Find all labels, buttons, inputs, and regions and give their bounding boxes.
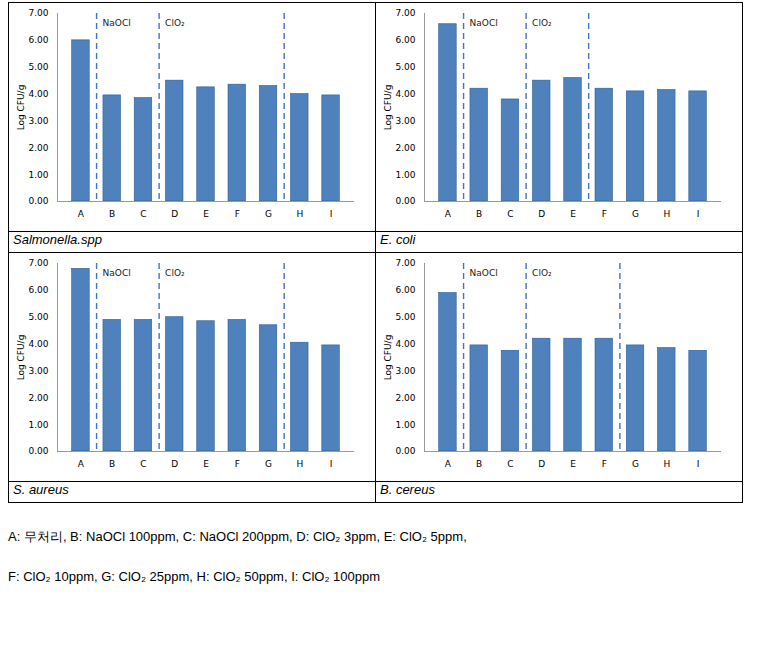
svg-text:1.00: 1.00	[395, 420, 415, 430]
html-text:S. aureus: S. aureus	[13, 482, 69, 497]
svg-text:E: E	[570, 459, 576, 469]
svg-text:ClO₂: ClO₂	[532, 268, 552, 278]
svg-text:6.00: 6.00	[28, 35, 48, 45]
svg-text:1.00: 1.00	[395, 170, 415, 180]
svg-text:0.00: 0.00	[28, 446, 48, 456]
svg-text:6.00: 6.00	[395, 35, 415, 45]
svg-text:NaOCl: NaOCl	[103, 268, 131, 278]
svg-text:5.00: 5.00	[395, 62, 415, 72]
svg-text:F: F	[235, 209, 240, 219]
svg-text:F: F	[235, 459, 240, 469]
svg-text:Log CFU/g: Log CFU/g	[383, 85, 393, 131]
svg-text:NaOCl: NaOCl	[470, 18, 498, 28]
svg-text:D: D	[171, 209, 178, 219]
svg-text:A: A	[78, 209, 85, 219]
svg-text:E: E	[203, 459, 209, 469]
svg-text:B: B	[476, 209, 482, 219]
svg-text:H: H	[296, 459, 303, 469]
svg-text:0.00: 0.00	[28, 196, 48, 206]
svg-text:E: E	[203, 209, 209, 219]
html-text:Salmonella.spp: Salmonella.spp	[13, 232, 102, 247]
svg-text:G: G	[632, 209, 639, 219]
svg-text:7.00: 7.00	[28, 258, 48, 268]
svg-text:G: G	[265, 209, 272, 219]
svg-text:I: I	[330, 459, 333, 469]
svg-text:D: D	[538, 459, 545, 469]
svg-text:Log CFU/g: Log CFU/g	[383, 335, 393, 381]
html-text:B. cereus: B. cereus	[380, 482, 435, 497]
svg-text:C: C	[140, 209, 146, 219]
svg-text:4.00: 4.00	[28, 89, 48, 99]
svg-text:ClO₂: ClO₂	[165, 268, 185, 278]
svg-text:4.00: 4.00	[28, 339, 48, 349]
svg-text:F: F	[602, 209, 607, 219]
html-text:E. coli: E. coli	[380, 232, 416, 247]
svg-text:2.00: 2.00	[395, 393, 415, 403]
svg-text:0.00: 0.00	[395, 196, 415, 206]
svg-text:G: G	[265, 459, 272, 469]
svg-text:B: B	[109, 459, 115, 469]
svg-text:A: A	[445, 209, 452, 219]
svg-text:1.00: 1.00	[28, 420, 48, 430]
svg-text:3.00: 3.00	[28, 116, 48, 126]
svg-text:I: I	[697, 209, 700, 219]
svg-text:7.00: 7.00	[395, 8, 415, 18]
svg-text:B: B	[476, 459, 482, 469]
svg-text:ClO₂: ClO₂	[165, 18, 185, 28]
svg-text:C: C	[507, 459, 513, 469]
svg-text:A: A	[445, 459, 452, 469]
svg-text:3.00: 3.00	[395, 366, 415, 376]
svg-text:ClO₂: ClO₂	[532, 18, 552, 28]
svg-text:3.00: 3.00	[28, 366, 48, 376]
svg-text:H: H	[663, 459, 670, 469]
svg-text:F: F	[602, 459, 607, 469]
svg-text:E: E	[570, 209, 576, 219]
svg-text:5.00: 5.00	[395, 312, 415, 322]
svg-text:2.00: 2.00	[28, 143, 48, 153]
svg-text:Log CFU/g: Log CFU/g	[16, 85, 26, 131]
svg-text:3.00: 3.00	[395, 116, 415, 126]
svg-text:NaOCl: NaOCl	[103, 18, 131, 28]
svg-text:C: C	[507, 209, 513, 219]
svg-text:A: A	[78, 459, 85, 469]
svg-text:I: I	[697, 459, 700, 469]
svg-text:6.00: 6.00	[395, 285, 415, 295]
svg-text:7.00: 7.00	[395, 258, 415, 268]
svg-text:6.00: 6.00	[28, 285, 48, 295]
svg-text:7.00: 7.00	[28, 8, 48, 18]
svg-text:B: B	[109, 209, 115, 219]
svg-text:NaOCl: NaOCl	[470, 268, 498, 278]
svg-text:5.00: 5.00	[28, 312, 48, 322]
svg-text:H: H	[296, 209, 303, 219]
svg-text:D: D	[171, 459, 178, 469]
html-text:A: 무처리, B: NaOCl 100ppm, C: Na: A: 무처리, B: NaOCl 100ppm, C: NaOCl 200ppm…	[8, 529, 467, 544]
svg-text:2.00: 2.00	[28, 393, 48, 403]
svg-text:4.00: 4.00	[395, 89, 415, 99]
svg-text:I: I	[330, 209, 333, 219]
svg-text:C: C	[140, 459, 146, 469]
svg-text:H: H	[663, 209, 670, 219]
svg-text:D: D	[538, 209, 545, 219]
svg-text:G: G	[632, 459, 639, 469]
svg-text:5.00: 5.00	[28, 62, 48, 72]
svg-text:0.00: 0.00	[395, 446, 415, 456]
html-text:F: ClO₂ 10ppm, G: ClO₂ 25ppm,: F: ClO₂ 10ppm, G: ClO₂ 25ppm, H: ClO₂ 50…	[8, 569, 380, 584]
svg-text:4.00: 4.00	[395, 339, 415, 349]
svg-text:2.00: 2.00	[395, 143, 415, 153]
svg-text:1.00: 1.00	[28, 170, 48, 180]
svg-text:Log CFU/g: Log CFU/g	[16, 335, 26, 381]
